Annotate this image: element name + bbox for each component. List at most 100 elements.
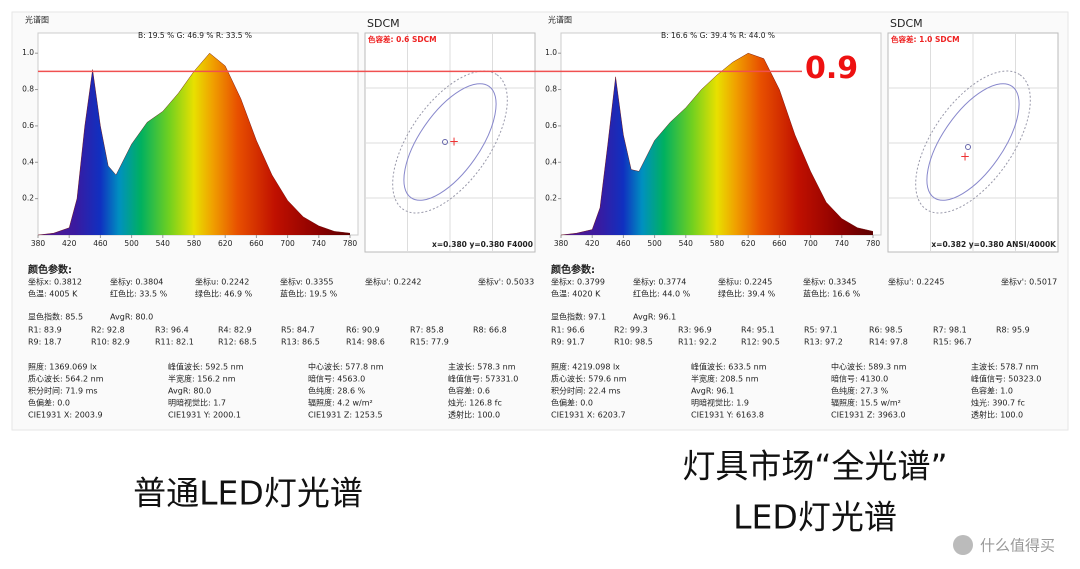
param: CIE1931 Z: 3963.0 [831, 411, 906, 420]
x-tick-label: 580 [710, 239, 725, 248]
param: 坐标v: 0.3355 [280, 277, 334, 287]
caption-right-2: LED灯光谱 [733, 498, 897, 537]
param: 坐标u': 0.2242 [365, 277, 422, 287]
spectrum-line [37, 52, 351, 236]
x-tick-label: 580 [187, 239, 202, 248]
y-tick-label: 0.4 [22, 157, 34, 166]
param: CIE1931 X: 6203.7 [551, 411, 626, 420]
param: 色容差: 1.0 [971, 386, 1013, 396]
x-tick-label: 780 [866, 239, 881, 248]
x-tick-label: 620 [218, 239, 233, 248]
param: 峰值波长: 592.5 nm [168, 362, 244, 372]
watermark: 什么值得买 [980, 537, 1055, 555]
sdcm-tolerance: 色容差: 0.6 SDCM [368, 34, 437, 44]
param: R14: 97.8 [869, 338, 908, 347]
param: R11: 92.2 [678, 338, 717, 347]
y-tick-label: 0.2 [545, 194, 557, 203]
param: 烛光: 390.7 fc [971, 398, 1025, 408]
param: CIE1931 X: 2003.9 [28, 411, 103, 420]
content: 光谱图 B: 19.5 % G: 46.9 % R: 33.5 % 380 420 46… [22, 15, 1059, 420]
param: 显色指数: 85.5 [28, 312, 83, 322]
spectrum-area [38, 53, 350, 235]
param: 质心波长: 579.6 nm [551, 374, 627, 384]
param: 辐照度: 4.2 w/m² [308, 398, 373, 408]
x-tick-label: 700 [803, 239, 818, 248]
param: R14: 98.6 [346, 338, 385, 347]
param: R10: 98.5 [614, 338, 653, 347]
x-tick-label: 380 [31, 239, 46, 248]
param: 色温: 4005 K [28, 289, 78, 299]
sdcm-ellipse [392, 70, 508, 214]
param: 红色比: 33.5 % [110, 289, 168, 299]
param: 中心波长: 589.3 nm [831, 362, 907, 372]
x-tick-label: 380 [554, 239, 569, 248]
param: 半宽度: 208.5 nm [691, 374, 759, 384]
param: R5: 97.1 [804, 326, 838, 335]
param: R4: 95.1 [741, 326, 775, 335]
y-tick-label: 1.0 [22, 48, 34, 57]
param: 绿色比: 39.4 % [718, 289, 776, 299]
param: R12: 90.5 [741, 338, 780, 347]
param: 积分时间: 71.9 ms [28, 386, 98, 396]
param: 坐标u': 0.2245 [888, 277, 945, 287]
param: 显色指数: 97.1 [551, 312, 606, 322]
chart-title: 光谱图 [548, 15, 572, 25]
param: R10: 82.9 [91, 338, 130, 347]
param: 坐标u: 0.2242 [195, 277, 249, 287]
x-tick-label: 500 [124, 239, 139, 248]
param: 透射比: 100.0 [971, 410, 1023, 420]
param: AvgR: 80.0 [110, 313, 153, 322]
sdcm-title: SDCM [367, 17, 400, 30]
param: R2: 92.8 [91, 326, 125, 335]
param: 色温: 4020 K [551, 289, 601, 299]
x-tick-label: 460 [616, 239, 631, 248]
param: CIE1931 Y: 2000.1 [168, 411, 241, 420]
y-tick-label: 0.2 [22, 194, 34, 203]
caption-left: 普通LED灯光谱 [133, 474, 363, 513]
param: 照度: 1369.069 lx [28, 362, 97, 372]
param: 透射比: 100.0 [448, 410, 500, 420]
param: 质心波长: 564.2 nm [28, 374, 104, 384]
spectrum-area [561, 53, 873, 235]
param: 峰值波长: 633.5 nm [691, 362, 767, 372]
param: 绿色比: 46.9 % [195, 289, 253, 299]
param: 烛光: 126.8 fc [448, 398, 502, 408]
sdcm-footer: x=0.382 y=0.380 ANSI/4000K [931, 240, 1057, 249]
param: 明暗视觉比: 1.9 [691, 398, 749, 408]
param: 色纯度: 27.3 % [831, 386, 889, 396]
param: 色偏差: 0.0 [551, 398, 593, 408]
param: R6: 98.5 [869, 326, 903, 335]
sdcm-point [965, 144, 971, 150]
param: 辐照度: 15.5 w/m² [831, 398, 901, 408]
y-tick-label: 0.6 [545, 121, 557, 130]
param: 主波长: 578.3 nm [448, 362, 516, 372]
sdcm-target: + [960, 150, 970, 164]
param: R13: 97.2 [804, 338, 843, 347]
x-tick-label: 780 [343, 239, 358, 248]
param: 坐标y: 0.3774 [633, 277, 686, 287]
param: R5: 84.7 [281, 326, 315, 335]
y-tick-label: 0.6 [22, 121, 34, 130]
param: 坐标y: 0.3804 [110, 277, 163, 287]
param: 暗信号: 4130.0 [831, 374, 888, 384]
param: R4: 82.9 [218, 326, 252, 335]
param: R7: 98.1 [933, 326, 967, 335]
param: AvgR: 80.0 [168, 387, 211, 396]
param: 主波长: 578.7 nm [971, 362, 1039, 372]
param: 红色比: 44.0 % [633, 289, 691, 299]
sdcm-ellipse [403, 83, 497, 201]
x-tick-label: 660 [772, 239, 787, 248]
param: R1: 83.9 [28, 326, 62, 335]
x-tick-label: 660 [249, 239, 264, 248]
param: 坐标x: 0.3812 [28, 277, 82, 287]
param: R3: 96.4 [155, 326, 189, 335]
param: 蓝色比: 16.6 % [803, 289, 861, 299]
param: 色偏差: 0.0 [28, 398, 70, 408]
param: 照度: 4219.098 lx [551, 362, 620, 372]
x-tick-label: 420 [585, 239, 600, 248]
y-tick-label: 0.4 [545, 157, 557, 166]
reference-label: 0.9 [805, 51, 858, 86]
param: R7: 85.8 [410, 326, 444, 335]
param: 半宽度: 156.2 nm [168, 374, 236, 384]
param: CIE1931 Z: 1253.5 [308, 411, 383, 420]
